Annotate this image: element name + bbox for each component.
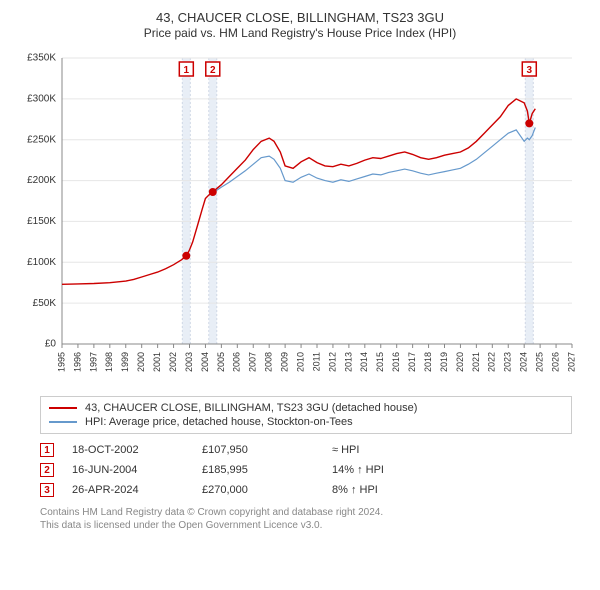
legend-item: 43, CHAUCER CLOSE, BILLINGHAM, TS23 3GU … [49, 401, 563, 415]
svg-text:1999: 1999 [120, 352, 130, 372]
svg-text:£300K: £300K [27, 93, 56, 104]
sales-table: 1 18-OCT-2002 £107,950 ≈ HPI 2 16-JUN-20… [40, 440, 572, 500]
table-row: 3 26-APR-2024 £270,000 8% ↑ HPI [40, 480, 572, 500]
svg-text:2002: 2002 [168, 352, 178, 372]
svg-text:2021: 2021 [471, 352, 481, 372]
table-row: 1 18-OCT-2002 £107,950 ≈ HPI [40, 440, 572, 460]
chart-container: 43, CHAUCER CLOSE, BILLINGHAM, TS23 3GU … [0, 0, 600, 590]
chart-subtitle: Price paid vs. HM Land Registry's House … [10, 26, 590, 40]
svg-text:2019: 2019 [439, 352, 449, 372]
svg-text:1998: 1998 [104, 352, 114, 372]
chart-title: 43, CHAUCER CLOSE, BILLINGHAM, TS23 3GU [10, 10, 590, 25]
svg-text:£0: £0 [45, 339, 57, 350]
sale-price: £185,995 [202, 464, 332, 476]
legend-label: HPI: Average price, detached house, Stoc… [85, 416, 353, 428]
svg-text:2027: 2027 [566, 352, 576, 372]
chart-plot-area: £0 £50K £100K £150K £200K £250K £300K £350K 1995… [20, 48, 580, 388]
svg-text:1996: 1996 [72, 352, 82, 372]
legend-swatch [49, 407, 77, 409]
svg-text:2015: 2015 [375, 352, 385, 372]
svg-text:2012: 2012 [327, 352, 337, 372]
sale-hpi: 14% ↑ HPI [332, 464, 452, 476]
svg-text:2025: 2025 [535, 352, 545, 372]
sale-price: £107,950 [202, 444, 332, 456]
svg-text:2001: 2001 [152, 352, 162, 372]
sale-date: 26-APR-2024 [72, 484, 202, 496]
svg-text:2003: 2003 [184, 352, 194, 372]
svg-text:1995: 1995 [56, 352, 66, 372]
footer-line: Contains HM Land Registry data © Crown c… [40, 506, 572, 519]
svg-text:£350K: £350K [27, 53, 56, 64]
legend-item: HPI: Average price, detached house, Stoc… [49, 415, 563, 429]
svg-text:2023: 2023 [503, 352, 513, 372]
svg-text:2008: 2008 [264, 352, 274, 372]
table-row: 2 16-JUN-2004 £185,995 14% ↑ HPI [40, 460, 572, 480]
svg-text:2024: 2024 [519, 352, 529, 372]
svg-text:1: 1 [184, 65, 190, 76]
svg-text:2005: 2005 [216, 352, 226, 372]
svg-text:2020: 2020 [455, 352, 465, 372]
svg-text:2010: 2010 [295, 352, 305, 372]
svg-text:2018: 2018 [423, 352, 433, 372]
svg-text:2000: 2000 [136, 352, 146, 372]
svg-text:2026: 2026 [550, 352, 560, 372]
svg-text:£200K: £200K [27, 175, 56, 186]
svg-text:2006: 2006 [232, 352, 242, 372]
sale-hpi: ≈ HPI [332, 444, 452, 456]
svg-text:2007: 2007 [248, 352, 258, 372]
sale-hpi: 8% ↑ HPI [332, 484, 452, 496]
svg-text:£100K: £100K [27, 257, 56, 268]
svg-text:2004: 2004 [200, 352, 210, 372]
svg-text:£150K: £150K [27, 216, 56, 227]
legend-box: 43, CHAUCER CLOSE, BILLINGHAM, TS23 3GU … [40, 396, 572, 434]
svg-text:2017: 2017 [407, 352, 417, 372]
sale-marker-icon: 1 [40, 443, 54, 457]
svg-text:2013: 2013 [343, 352, 353, 372]
sale-price: £270,000 [202, 484, 332, 496]
footer-line: This data is licensed under the Open Gov… [40, 519, 572, 532]
svg-text:2016: 2016 [391, 352, 401, 372]
svg-text:£50K: £50K [33, 298, 57, 309]
svg-text:2014: 2014 [359, 352, 369, 372]
legend-label: 43, CHAUCER CLOSE, BILLINGHAM, TS23 3GU … [85, 402, 417, 414]
svg-text:2011: 2011 [311, 352, 321, 371]
svg-text:1997: 1997 [88, 352, 98, 372]
sale-marker-icon: 3 [40, 483, 54, 497]
sale-marker-icon: 2 [40, 463, 54, 477]
svg-text:2009: 2009 [280, 352, 290, 372]
sale-date: 16-JUN-2004 [72, 464, 202, 476]
svg-text:2022: 2022 [487, 352, 497, 372]
svg-text:£250K: £250K [27, 134, 56, 145]
chart-svg: £0 £50K £100K £150K £200K £250K £300K £350K 1995… [20, 48, 580, 388]
legend-swatch [49, 421, 77, 423]
svg-text:3: 3 [527, 65, 533, 76]
sale-date: 18-OCT-2002 [72, 444, 202, 456]
svg-text:2: 2 [210, 65, 216, 76]
footer-attribution: Contains HM Land Registry data © Crown c… [40, 506, 572, 532]
